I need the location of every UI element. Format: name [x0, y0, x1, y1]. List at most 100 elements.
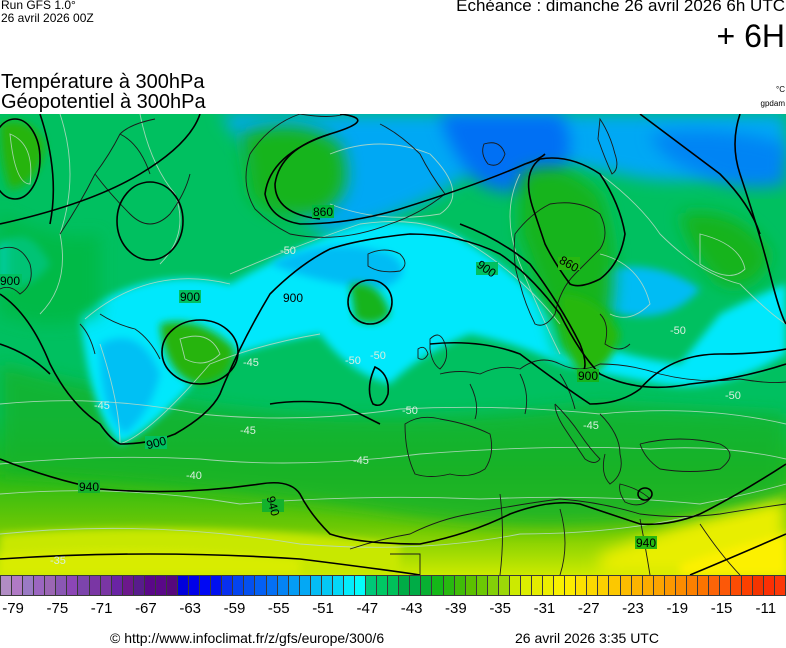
- colorbar-cell: [775, 575, 786, 596]
- coastlines: [0, 114, 786, 575]
- colorbar-cell: [0, 575, 13, 596]
- colorbar-tick-label: -35: [489, 600, 511, 617]
- run-date-label: 26 avril 2026 00Z: [1, 11, 94, 25]
- colorbar-tick-label: -67: [135, 600, 157, 617]
- geopotential-contours: 860 860 900 900 900 900 900 900 940 940: [0, 114, 786, 575]
- colorbar-cell: [742, 575, 754, 596]
- colorbar-cell: [255, 575, 267, 596]
- colorbar-cell: [399, 575, 411, 596]
- colorbar-cell: [410, 575, 422, 596]
- colorbar-cell: [56, 575, 68, 596]
- colorbar-tick-label: -75: [46, 600, 69, 617]
- colorbar-cell: [78, 575, 90, 596]
- colorbar-cell: [620, 575, 632, 596]
- colorbar-cell: [454, 575, 466, 596]
- colorbar-cell: [388, 575, 400, 596]
- colorbar-cell: [509, 575, 521, 596]
- temperature-labels: -50 -50 -50 -50 -50 -50 -45 -45 -45 -45 …: [50, 245, 741, 567]
- colorbar-cell: [609, 575, 621, 596]
- map-title-geopotential: Géopotentiel à 300hPa: [1, 91, 206, 113]
- colorbar-cell: [664, 575, 676, 596]
- contour-label: 900: [0, 274, 20, 288]
- colorbar-cell: [520, 575, 532, 596]
- colorbar-cell: [709, 575, 721, 596]
- colorbar-cell: [111, 575, 123, 596]
- colorbar-tick-label: -79: [2, 600, 24, 617]
- colorbar-tick-label: -15: [710, 600, 733, 617]
- geopotential-labels: 860 860 900 900 900 900 900 900 940 940: [0, 205, 657, 550]
- colorbar-cell: [576, 575, 588, 596]
- isoline-label: -50: [402, 405, 418, 417]
- forecast-valid-time: Echéance : dimanche 26 avril 2026 6h UTC: [456, 0, 785, 15]
- contour-label: 900: [283, 291, 303, 305]
- contour-label: 940: [636, 536, 656, 550]
- colorbar-cell: [554, 575, 566, 596]
- colorbar-cell: [67, 575, 79, 596]
- colorbar-cell: [299, 575, 311, 596]
- colorbar-cell: [100, 575, 112, 596]
- colorbar-cell: [200, 575, 212, 596]
- colorbar-cell: [266, 575, 278, 596]
- colorbar-cell: [532, 575, 544, 596]
- colorbar-cell: [764, 575, 776, 596]
- colorbar-tick-labels: -79 -75 -71 -67 -63 -59 -55 -51 -47 -43 -39 -35 -31 -…: [0, 600, 786, 620]
- copyright-url: © http://www.infoclimat.fr/z/gfs/europe/…: [110, 630, 385, 646]
- colorbar-cell: [23, 575, 35, 596]
- contour-label: 900: [578, 369, 598, 383]
- colorbar-cell: [244, 575, 256, 596]
- temperature-field: [0, 114, 786, 575]
- isoline-label: -45: [353, 455, 369, 467]
- weather-map: 860 860 900 900 900 900 900 900 940 940: [0, 114, 786, 575]
- colorbar-cell: [421, 575, 433, 596]
- colorbar-cell: [465, 575, 477, 596]
- colorbar-cell: [631, 575, 643, 596]
- colorbar-tick-label: -63: [179, 600, 202, 617]
- colorbar-cell: [366, 575, 378, 596]
- run-model-label: Run GFS 1.0°: [1, 0, 76, 12]
- contour-label: 940: [264, 495, 283, 518]
- colorbar-cell: [653, 575, 665, 596]
- colorbar-cell: [178, 575, 190, 596]
- colorbar-cell: [233, 575, 245, 596]
- isoline-label: -50: [370, 350, 386, 362]
- isoline-label: -45: [243, 357, 259, 369]
- colorbar-cell: [45, 575, 57, 596]
- contour-label: 860: [313, 205, 333, 219]
- colorbar-tick-label: -19: [666, 600, 689, 617]
- isoline-label: -50: [725, 390, 741, 402]
- colorbar-cell: [166, 575, 178, 596]
- colorbar-cell: [487, 575, 499, 596]
- colorbar-cell: [543, 575, 555, 596]
- colorbar-cell: [753, 575, 765, 596]
- colorbar-cell: [731, 575, 743, 596]
- colorbar-cell: [675, 575, 687, 596]
- colorbar-tick-label: -51: [312, 600, 334, 617]
- colorbar-cell: [321, 575, 333, 596]
- colorbar-tick-label: -71: [90, 600, 113, 617]
- colorbar-cell: [89, 575, 101, 596]
- colorbar-cell: [155, 575, 167, 596]
- colorbar-cell: [133, 575, 145, 596]
- colorbar-cell: [565, 575, 577, 596]
- isoline-label: -45: [94, 400, 110, 412]
- colorbar-cell: [343, 575, 355, 596]
- colorbar-cell: [686, 575, 698, 596]
- colorbar-cell: [432, 575, 444, 596]
- isoline-label: -40: [186, 470, 202, 482]
- isoline-label: -45: [240, 425, 256, 437]
- colorbar-cell: [587, 575, 599, 596]
- map-canvas: 860 860 900 900 900 900 900 900 940 940: [0, 114, 786, 575]
- colorbar-cell: [377, 575, 389, 596]
- colorbar-cell: [288, 575, 300, 596]
- colorbar-cell: [720, 575, 732, 596]
- colorbar-cell: [144, 575, 156, 596]
- isoline-label: -45: [583, 420, 599, 432]
- temperature-colorbar: [0, 575, 786, 598]
- colorbar-cell: [498, 575, 510, 596]
- geopotential-unit-label: gpdam: [760, 99, 785, 108]
- temperature-isolines: [0, 114, 786, 548]
- colorbar-tick-label: -55: [267, 600, 290, 617]
- isoline-label: -50: [670, 325, 686, 337]
- colorbar-tick-label: -27: [577, 600, 600, 617]
- colorbar-tick-label: -59: [223, 600, 246, 617]
